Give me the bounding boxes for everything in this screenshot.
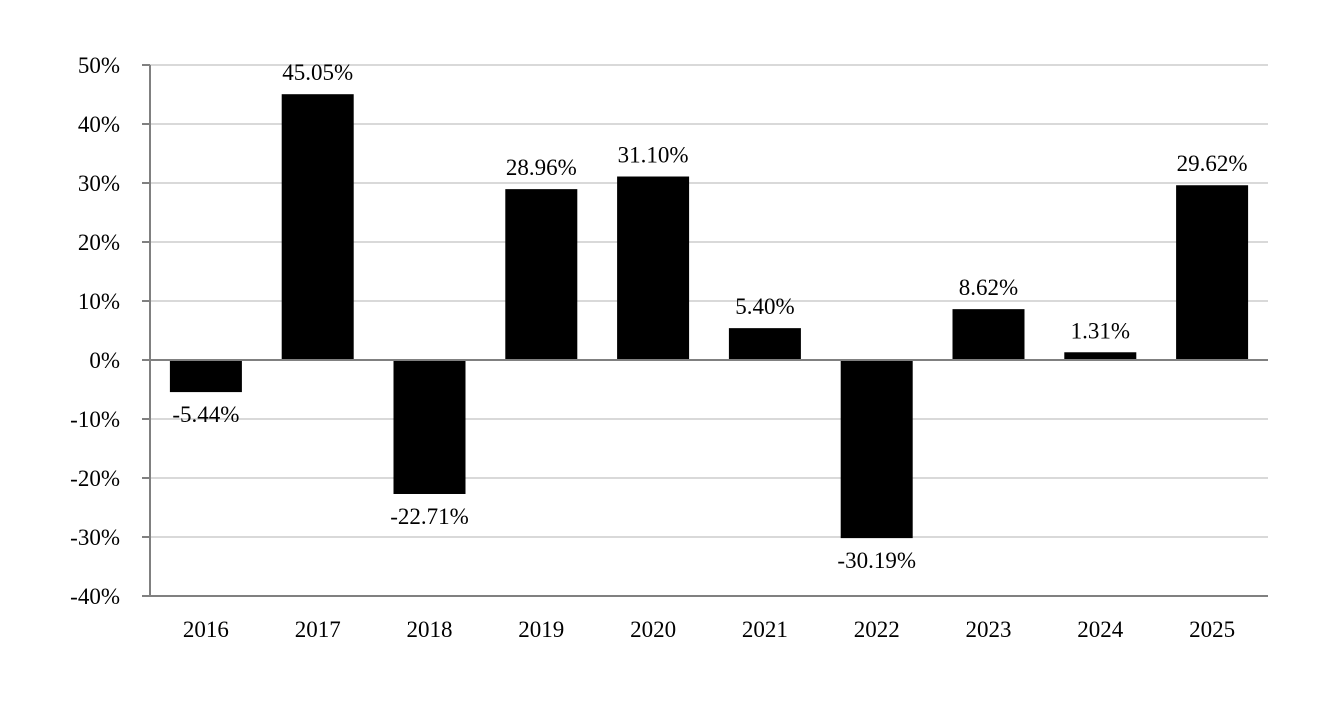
bar-2016 [169, 360, 242, 393]
y-tick-label: -10% [70, 407, 120, 432]
y-tick-label: 40% [78, 112, 120, 137]
y-tick-label: 50% [78, 53, 120, 78]
y-tick-label: 30% [78, 171, 120, 196]
x-axis-tick-labels: 2016 2017 2018 2019 2020 2021 2022 2023 2024 2025 [183, 617, 1235, 642]
bar-2024 [1064, 352, 1137, 360]
x-tick-label: 2022 [854, 617, 900, 642]
x-tick-label: 2018 [407, 617, 453, 642]
bar-2018 [393, 360, 466, 494]
x-tick-label: 2025 [1189, 617, 1235, 642]
data-label: 31.10% [618, 143, 689, 168]
bars [169, 94, 1249, 539]
bar-2022 [840, 360, 913, 539]
bar-2020 [617, 176, 690, 360]
bar-2019 [505, 189, 578, 360]
y-axis-tick-labels: 50% 40% 30% 20% 10% 0% -10% -20% -30% -40% [70, 53, 120, 609]
x-tick-label: 2021 [742, 617, 788, 642]
bar-2023 [952, 309, 1025, 360]
data-label: 5.40% [735, 294, 794, 319]
y-tick-label: 10% [78, 289, 120, 314]
data-label: 29.62% [1177, 151, 1248, 176]
x-tick-label: 2024 [1077, 617, 1124, 642]
x-tick-label: 2017 [295, 617, 341, 642]
y-tick-label: 20% [78, 230, 120, 255]
x-tick-label: 2020 [630, 617, 676, 642]
y-tick-label: -40% [70, 584, 120, 609]
y-tick-label: 0% [89, 348, 120, 373]
bar-2017 [281, 94, 354, 360]
data-label: 28.96% [506, 155, 577, 180]
bar-2021 [728, 328, 801, 360]
data-label: -22.71% [390, 504, 469, 529]
x-tick-label: 2019 [518, 617, 564, 642]
data-label: -30.19% [837, 548, 916, 573]
y-tick-label: -30% [70, 525, 120, 550]
data-label: 1.31% [1071, 318, 1130, 343]
x-tick-label: 2016 [183, 617, 229, 642]
data-labels: -5.44% 45.05% -22.71% 28.96% 31.10% 5.40% -30.… [172, 60, 1247, 573]
y-tick-label: -20% [70, 466, 120, 491]
bar-2025 [1176, 185, 1249, 360]
data-label: 45.05% [282, 60, 353, 85]
data-label: -5.44% [172, 402, 239, 427]
data-label: 8.62% [959, 275, 1018, 300]
axes [142, 64, 1268, 597]
x-tick-label: 2023 [966, 617, 1012, 642]
